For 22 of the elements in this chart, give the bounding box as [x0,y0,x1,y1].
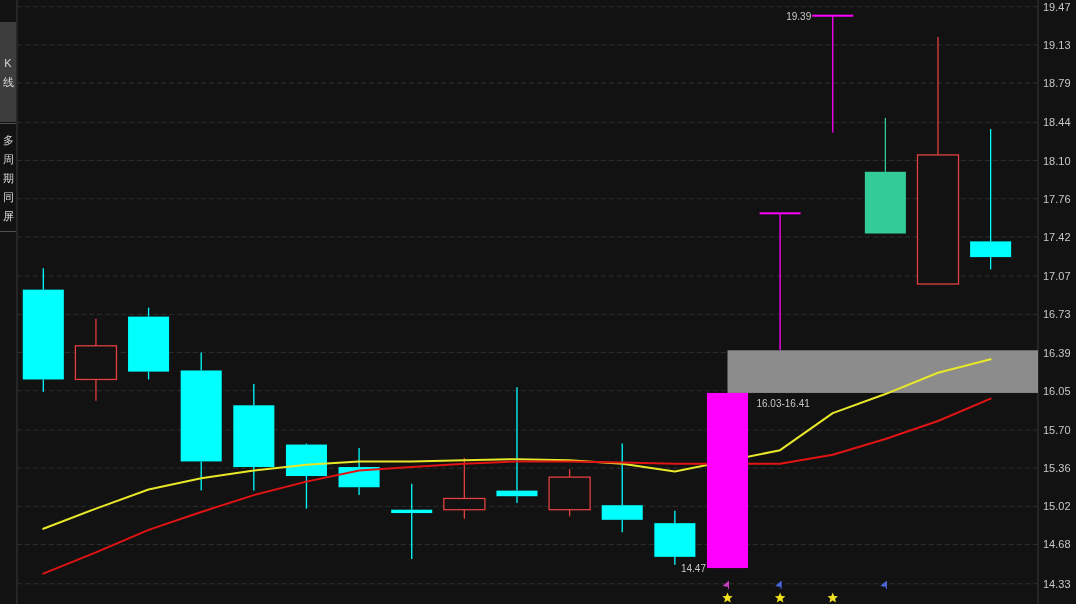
y-tick-label: 14.33 [1043,577,1071,590]
y-tick-label: 14.68 [1043,538,1071,551]
line-series [42,397,992,575]
y-tick-label: 15.70 [1043,423,1071,436]
y-tick-label: 16.73 [1043,308,1071,321]
y-tick-label: 18.44 [1043,116,1071,129]
y-tick-label: 17.07 [1043,270,1071,283]
y-tick-label: 16.39 [1043,346,1071,359]
y-tick-label: 17.42 [1043,230,1071,243]
y-tick-label: 18.79 [1043,77,1071,90]
annotation: 19.39 [786,10,812,22]
y-tick-label: 18.10 [1043,154,1071,167]
y-tick-label: 19.47 [1043,0,1071,13]
line-series [42,358,992,530]
sidebar: K线 多周期同屏 [0,22,17,232]
y-tick-label: 17.76 [1043,192,1071,205]
y-tick-label: 16.05 [1043,384,1071,397]
band-label: 16.03-16.41 [756,397,811,409]
y-tick-label: 15.02 [1043,500,1071,513]
y-tick-label: 15.36 [1043,462,1071,475]
y-tick-label: 19.13 [1043,38,1071,51]
annotation: 14.47 [680,563,707,575]
